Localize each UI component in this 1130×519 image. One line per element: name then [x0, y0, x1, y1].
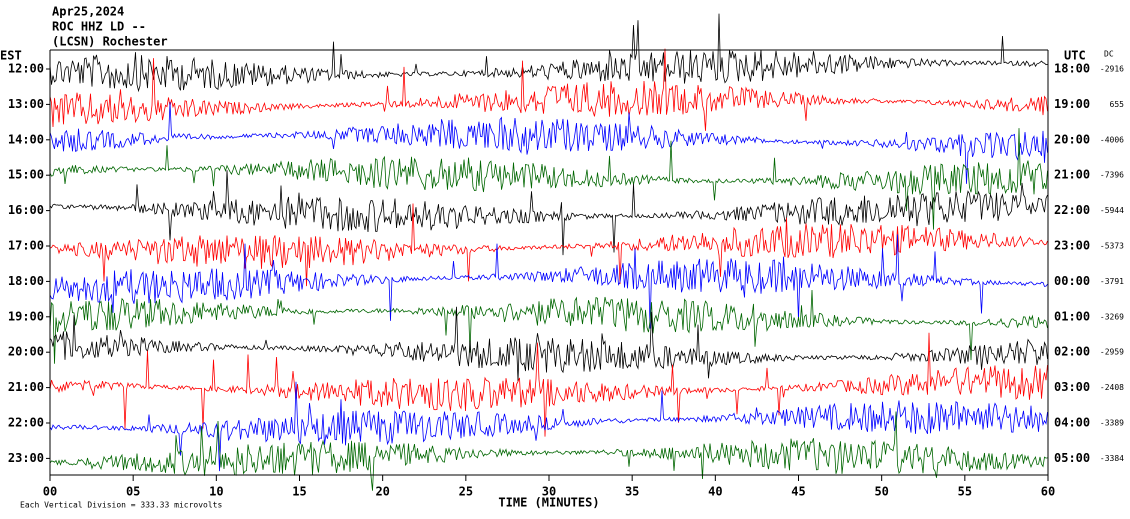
- right-axis-label: UTC: [1064, 49, 1086, 63]
- utc-label: 21:00: [1054, 168, 1090, 182]
- seismic-trace: [49, 203, 1048, 287]
- title-line: ROC HHZ LD --: [52, 20, 146, 34]
- dc-value: -3389: [1100, 419, 1124, 428]
- x-tick-label: 15: [292, 485, 306, 499]
- utc-label: 20:00: [1054, 132, 1090, 146]
- left-axis-label: EST: [0, 49, 22, 63]
- utc-label: 23:00: [1054, 239, 1090, 253]
- dc-value: -5373: [1100, 242, 1124, 251]
- est-label: 16:00: [8, 203, 44, 217]
- x-tick-label: 10: [209, 485, 223, 499]
- utc-label: 22:00: [1054, 203, 1090, 217]
- est-label: 18:00: [8, 274, 44, 288]
- seismic-trace: [49, 306, 1048, 382]
- dc-value: 655: [1110, 100, 1125, 109]
- title-line: Apr25,2024: [52, 5, 124, 19]
- est-label: 22:00: [8, 416, 44, 430]
- utc-label: 19:00: [1054, 97, 1090, 111]
- title-line: (LCSN) Rochester: [52, 35, 168, 49]
- x-tick-label: 25: [459, 485, 473, 499]
- est-label: 13:00: [8, 97, 44, 111]
- seismic-trace: [49, 128, 1048, 230]
- x-axis-label: TIME (MINUTES): [498, 496, 599, 510]
- x-tick-label: 20: [375, 485, 389, 499]
- x-tick-label: 45: [791, 485, 805, 499]
- est-label: 15:00: [8, 168, 44, 182]
- traces: [49, 13, 1048, 491]
- footnote: Each Vertical Division = 333.33 microvol…: [20, 501, 222, 510]
- x-tick-label: 40: [708, 485, 722, 499]
- utc-label: 18:00: [1054, 62, 1090, 76]
- x-tick-label: 60: [1041, 485, 1055, 499]
- x-tick-label: 50: [874, 485, 888, 499]
- dc-value: -5944: [1100, 206, 1124, 215]
- est-label: 23:00: [8, 451, 44, 465]
- seismic-trace: [49, 234, 1048, 329]
- dc-value: -3384: [1100, 454, 1124, 463]
- seismic-trace: [49, 332, 1048, 437]
- x-tick-label: 55: [958, 485, 972, 499]
- utc-label: 05:00: [1054, 451, 1090, 465]
- seismic-trace: [49, 13, 1048, 93]
- dc-label: DC: [1104, 50, 1114, 59]
- dc-value: -3791: [1100, 277, 1124, 286]
- utc-label: 04:00: [1054, 416, 1090, 430]
- seismic-trace: [49, 102, 1048, 184]
- est-label: 17:00: [8, 239, 44, 253]
- est-label: 20:00: [8, 345, 44, 359]
- seismic-trace: [49, 48, 1048, 131]
- est-label: 19:00: [8, 309, 44, 323]
- seismic-trace: [49, 289, 1048, 364]
- dc-value: -3269: [1100, 312, 1124, 321]
- est-label: 14:00: [8, 132, 44, 146]
- dc-value: -2916: [1100, 65, 1124, 74]
- seismic-trace: [49, 170, 1048, 256]
- seismic-trace: [49, 411, 1048, 491]
- est-label: 12:00: [8, 62, 44, 76]
- seismic-trace: [49, 381, 1048, 472]
- dc-value: -4006: [1100, 135, 1124, 144]
- utc-label: 01:00: [1054, 309, 1090, 323]
- dc-value: -7396: [1100, 171, 1124, 180]
- dc-value: -2408: [1100, 383, 1124, 392]
- x-tick-label: 30: [542, 485, 556, 499]
- utc-label: 02:00: [1054, 345, 1090, 359]
- utc-label: 00:00: [1054, 274, 1090, 288]
- dc-value: -2959: [1100, 348, 1124, 357]
- x-tick-label: 00: [43, 485, 57, 499]
- x-tick-label: 35: [625, 485, 639, 499]
- utc-label: 03:00: [1054, 380, 1090, 394]
- x-tick-label: 05: [126, 485, 140, 499]
- est-label: 21:00: [8, 380, 44, 394]
